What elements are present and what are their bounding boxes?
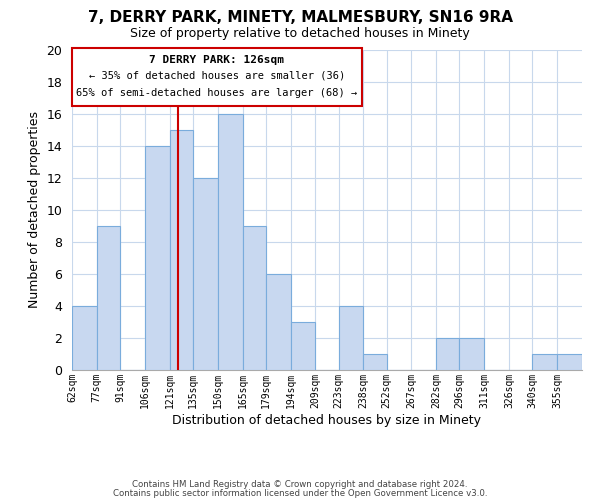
Bar xyxy=(290,322,316,370)
Bar xyxy=(364,354,386,370)
Text: Size of property relative to detached houses in Minety: Size of property relative to detached ho… xyxy=(130,28,470,40)
Bar xyxy=(557,354,582,370)
Bar xyxy=(193,178,218,370)
Bar xyxy=(460,338,484,370)
Bar xyxy=(72,48,362,106)
Y-axis label: Number of detached properties: Number of detached properties xyxy=(28,112,41,308)
Bar xyxy=(242,226,266,370)
Text: 7, DERRY PARK, MINETY, MALMESBURY, SN16 9RA: 7, DERRY PARK, MINETY, MALMESBURY, SN16 … xyxy=(88,10,512,25)
Bar xyxy=(72,306,97,370)
Bar xyxy=(266,274,290,370)
Bar xyxy=(145,146,170,370)
X-axis label: Distribution of detached houses by size in Minety: Distribution of detached houses by size … xyxy=(173,414,482,426)
Text: ← 35% of detached houses are smaller (36): ← 35% of detached houses are smaller (36… xyxy=(89,70,345,81)
Bar xyxy=(532,354,557,370)
Text: 7 DERRY PARK: 126sqm: 7 DERRY PARK: 126sqm xyxy=(149,56,284,66)
Bar xyxy=(436,338,460,370)
Bar xyxy=(218,114,242,370)
Text: 65% of semi-detached houses are larger (68) →: 65% of semi-detached houses are larger (… xyxy=(76,88,358,98)
Bar xyxy=(170,130,193,370)
Text: Contains public sector information licensed under the Open Government Licence v3: Contains public sector information licen… xyxy=(113,490,487,498)
Bar xyxy=(97,226,120,370)
Bar xyxy=(338,306,364,370)
Text: Contains HM Land Registry data © Crown copyright and database right 2024.: Contains HM Land Registry data © Crown c… xyxy=(132,480,468,489)
